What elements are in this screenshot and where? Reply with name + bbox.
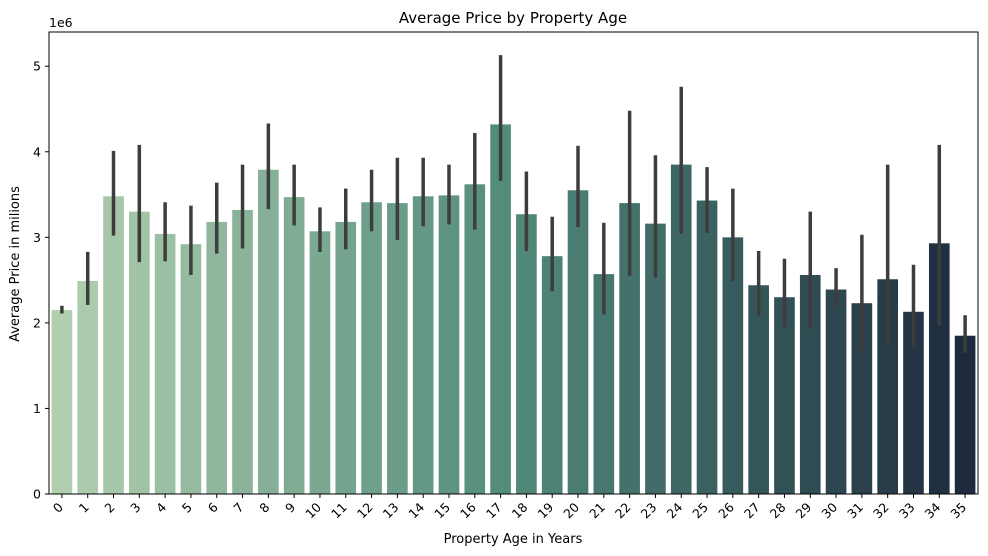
bar-age-26 [722,237,744,494]
bar-age-30 [825,289,847,494]
bar-age-32 [877,279,898,494]
y-axis-offset-label: 1e6 [49,15,73,30]
x-tick-label-16: 16 [457,499,479,521]
x-tick-label-8: 8 [256,499,272,515]
bar-age-23 [645,223,666,494]
bar-age-33 [903,311,924,494]
x-tick-label-6: 6 [205,499,221,515]
bar-age-9 [283,197,305,494]
bar-age-14 [412,196,434,494]
x-tick-label-4: 4 [153,499,169,515]
bar-age-15 [438,195,460,494]
y-axis-label: Average Price in milions [8,186,23,342]
error-bars-layer [60,55,967,353]
bar-age-28 [774,297,795,494]
bar-age-10 [309,231,331,494]
bar-age-35 [954,335,976,494]
x-tick-label-13: 13 [380,500,402,522]
x-tick-label-9: 9 [282,499,298,515]
x-tick-label-33: 33 [896,500,918,522]
bar-age-24 [670,164,692,495]
bar-age-8 [258,169,279,495]
bar-age-21 [593,274,615,494]
y-axis-ticks: 0 1 2 3 4 5 [33,59,49,502]
x-tick-label-24: 24 [664,499,686,521]
x-tick-label-1: 1 [76,500,92,516]
bar-age-0 [51,310,73,494]
y-tick-label-3: 3 [33,230,41,245]
x-tick-label-5: 5 [179,500,195,516]
x-tick-label-32: 32 [870,500,892,522]
x-tick-label-26: 26 [715,499,737,521]
x-tick-label-23: 23 [638,500,660,522]
bar-age-4 [154,233,176,494]
x-tick-label-3: 3 [127,500,143,516]
x-tick-label-10: 10 [302,499,324,521]
x-tick-label-19: 19 [534,499,556,521]
bars-layer [51,124,976,495]
x-tick-label-15: 15 [431,500,453,522]
x-tick-label-25: 25 [689,500,711,522]
bar-age-19 [541,256,563,494]
y-tick-label-5: 5 [33,59,41,74]
bar-age-17 [490,124,511,495]
bar-age-6 [206,221,228,494]
bar-age-29 [799,274,821,494]
x-tick-label-14: 14 [405,499,427,521]
bar-age-3 [129,211,150,495]
bar-age-7 [232,209,253,494]
bar-age-18 [516,214,537,495]
x-tick-label-20: 20 [560,499,582,521]
x-tick-label-0: 0 [50,499,66,515]
bar-age-2 [103,196,124,494]
x-tick-label-18: 18 [509,499,531,521]
x-tick-label-28: 28 [767,499,789,521]
bar-age-1 [77,280,99,494]
plot-area-frame [48,31,979,495]
x-axis-label: Property Age in Years [444,532,583,547]
x-tick-label-34: 34 [922,499,944,521]
x-tick-label-17: 17 [483,500,505,522]
bar-age-11 [335,221,357,494]
x-tick-label-12: 12 [354,500,376,522]
x-tick-label-11: 11 [328,500,350,522]
y-tick-label-1: 1 [33,401,41,416]
x-tick-label-29: 29 [793,499,815,521]
bar-age-34 [928,243,950,494]
bar-age-12 [361,202,382,494]
y-tick-label-0: 0 [33,487,41,502]
x-tick-label-22: 22 [612,500,634,522]
bar-age-31 [851,303,873,494]
x-tick-label-2: 2 [101,500,117,516]
bar-age-13 [387,203,408,495]
y-tick-label-2: 2 [33,315,41,330]
bar-age-20 [567,190,589,494]
chart-title: Average Price by Property Age [399,9,627,27]
x-axis-ticks: 0 1 2 3 4 5 6 7 8 9 10 11 12 13 14 15 16 17 18 19 20 21 22 23 24… [50,494,969,521]
bar-age-25 [696,200,718,495]
bar-age-16 [464,184,486,495]
x-tick-label-27: 27 [741,500,763,522]
bar-age-5 [180,244,202,494]
x-tick-label-35: 35 [947,500,969,522]
bar-age-22 [619,203,640,495]
x-tick-label-31: 31 [844,500,866,522]
x-tick-label-30: 30 [818,499,840,521]
bar-age-27 [748,285,769,494]
y-tick-label-4: 4 [33,144,41,159]
x-tick-label-7: 7 [230,500,246,516]
x-tick-label-21: 21 [586,500,608,522]
